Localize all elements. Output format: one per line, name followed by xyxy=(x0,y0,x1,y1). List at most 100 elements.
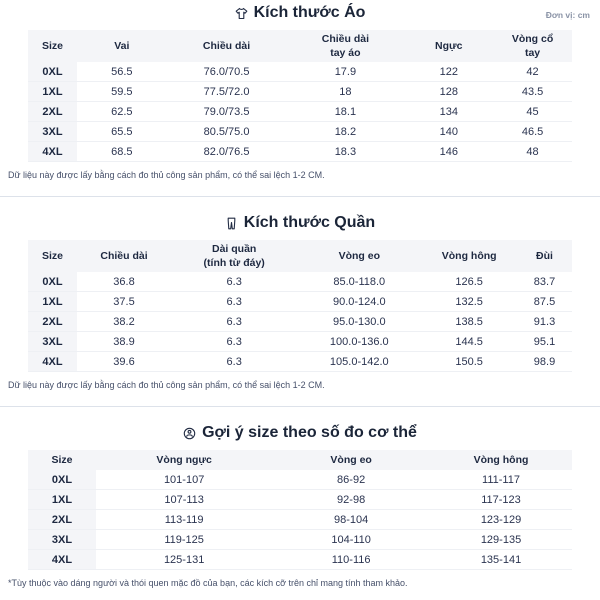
value-cell: 87.5 xyxy=(517,291,572,313)
size-suggestion-table: Size Vòng ngực Vòng eo Vòng hông 0XL 101-107… xyxy=(28,450,572,571)
table-row: 3XL 119-125 104-110 129-135 xyxy=(28,529,572,551)
table-row: 0XL 36.8 6.3 85.0-118.0 126.5 83.7 xyxy=(28,272,572,293)
value-cell: 95.0-130.0 xyxy=(297,311,422,333)
value-cell: 129-135 xyxy=(430,529,572,551)
column-header: Dài quần (tính từ đáy) xyxy=(171,240,298,273)
table-row: 0XL 56.5 76.0/70.5 17.9 122 42 xyxy=(28,62,572,83)
column-header: Size xyxy=(28,450,96,471)
value-cell: 6.3 xyxy=(171,272,298,293)
value-cell: 38.2 xyxy=(76,311,172,333)
table-row: 4XL 125-131 110-116 135-141 xyxy=(28,549,572,571)
table-footnote: *Tùy thuộc vào dáng người và thói quen m… xyxy=(8,578,408,589)
column-header: Vòng hông xyxy=(430,450,572,471)
column-header: Ngực xyxy=(404,30,494,63)
value-cell: 146 xyxy=(404,141,494,163)
unit-label: Đơn vị: cm xyxy=(545,10,590,20)
size-cell: 3XL xyxy=(28,121,77,143)
value-cell: 107-113 xyxy=(96,489,273,511)
value-cell: 38.9 xyxy=(76,331,172,353)
body-measure-icon xyxy=(183,427,196,440)
size-cell: 4XL xyxy=(28,549,96,571)
value-cell: 132.5 xyxy=(421,291,518,313)
value-cell: 125-131 xyxy=(96,549,273,571)
value-cell: 92-98 xyxy=(272,489,430,511)
value-cell: 36.8 xyxy=(76,272,172,293)
value-cell: 42 xyxy=(493,62,572,83)
value-cell: 105.0-142.0 xyxy=(297,351,422,373)
size-cell: 1XL xyxy=(28,81,77,103)
column-header: Vòng ngực xyxy=(96,450,273,471)
column-header: Vai xyxy=(76,30,167,63)
value-cell: 111-117 xyxy=(430,470,572,491)
size-cell: 1XL xyxy=(28,489,96,511)
column-header: Size xyxy=(28,240,77,273)
value-cell: 59.5 xyxy=(76,81,167,103)
section-title-text: Kích thước Quần xyxy=(243,214,376,232)
column-header: Chiều dài tay áo xyxy=(286,30,405,63)
size-cell: 0XL xyxy=(28,272,77,293)
column-header: Vòng cổ tay xyxy=(493,30,572,63)
suggestion-title-row: Gợi ý size theo số đo cơ thể xyxy=(0,423,600,443)
size-cell: 4XL xyxy=(28,141,77,163)
table-row: 1XL 59.5 77.5/72.0 18 128 43.5 xyxy=(28,81,572,103)
table-row: 4XL 68.5 82.0/76.5 18.3 146 48 xyxy=(28,141,572,163)
size-cell: 2XL xyxy=(28,509,96,531)
value-cell: 98-104 xyxy=(272,509,430,531)
size-cell: 2XL xyxy=(28,101,77,123)
value-cell: 77.5/72.0 xyxy=(166,81,287,103)
section-title-text: Kích thước Áo xyxy=(253,4,366,21)
value-cell: 117-123 xyxy=(430,489,572,511)
value-cell: 126.5 xyxy=(421,272,518,293)
shirt-icon xyxy=(235,7,248,20)
header-row: Size Chiều dài Dài quần (tính từ đáy) Vòng … xyxy=(28,240,572,273)
size-cell: 2XL xyxy=(28,311,77,333)
table-row: 3XL 38.9 6.3 100.0-136.0 144.5 95.1 xyxy=(28,331,572,353)
value-cell: 123-129 xyxy=(430,509,572,531)
value-cell: 79.0/73.5 xyxy=(166,101,287,123)
value-cell: 68.5 xyxy=(76,141,167,163)
value-cell: 122 xyxy=(404,62,494,83)
column-header: Vòng eo xyxy=(297,240,422,273)
column-header: Vòng hông xyxy=(421,240,518,273)
table-row: 3XL 65.5 80.5/75.0 18.2 140 46.5 xyxy=(28,121,572,143)
value-cell: 86-92 xyxy=(272,470,430,491)
shirt-title-row: Kích thước Áo Đơn vị: cm xyxy=(0,3,600,23)
value-cell: 128 xyxy=(404,81,494,103)
value-cell: 91.3 xyxy=(517,311,572,333)
column-header: Vòng eo xyxy=(272,450,430,471)
section-divider xyxy=(0,196,600,198)
column-header: Đùi xyxy=(517,240,572,273)
section-title: Kích thước Áo xyxy=(235,3,366,23)
value-cell: 17.9 xyxy=(286,62,405,83)
size-cell: 3XL xyxy=(28,529,96,551)
value-cell: 56.5 xyxy=(76,62,167,83)
value-cell: 110-116 xyxy=(272,549,430,571)
value-cell: 6.3 xyxy=(171,351,298,373)
value-cell: 101-107 xyxy=(96,470,273,491)
value-cell: 45 xyxy=(493,101,572,123)
value-cell: 37.5 xyxy=(76,291,172,313)
pants-size-section: Kích thước Quần Size Chiều dài Dài quần (t… xyxy=(0,197,600,392)
value-cell: 104-110 xyxy=(272,529,430,551)
value-cell: 18.2 xyxy=(286,121,405,143)
value-cell: 144.5 xyxy=(421,331,518,353)
shirt-size-section: Kích thước Áo Đơn vị: cm Size Vai Chiều dà… xyxy=(0,0,600,182)
value-cell: 39.6 xyxy=(76,351,172,373)
size-cell: 0XL xyxy=(28,470,96,491)
value-cell: 113-119 xyxy=(96,509,273,531)
value-cell: 18 xyxy=(286,81,405,103)
section-title-text: Gợi ý size theo số đo cơ thể xyxy=(202,424,417,442)
size-cell: 3XL xyxy=(28,331,77,353)
header-row: Size Vai Chiều dài Chiều dài tay áo Ngực Vòng… xyxy=(28,30,572,63)
value-cell: 62.5 xyxy=(76,101,167,123)
size-cell: 0XL xyxy=(28,62,77,83)
section-title: Gợi ý size theo số đo cơ thể xyxy=(183,423,417,443)
table-row: 1XL 37.5 6.3 90.0-124.0 132.5 87.5 xyxy=(28,291,572,313)
value-cell: 18.1 xyxy=(286,101,405,123)
section-divider xyxy=(0,406,600,408)
value-cell: 18.3 xyxy=(286,141,405,163)
value-cell: 6.3 xyxy=(171,311,298,333)
size-suggestion-section: Gợi ý size theo số đo cơ thể Size Vòng ng… xyxy=(0,407,600,590)
value-cell: 48 xyxy=(493,141,572,163)
value-cell: 6.3 xyxy=(171,331,298,353)
